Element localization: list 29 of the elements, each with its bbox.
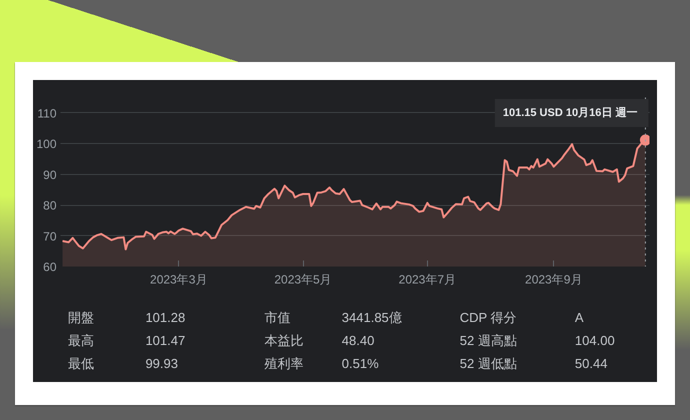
text: 50.44 xyxy=(574,356,608,371)
text: 52 週低點 xyxy=(460,356,517,371)
text: CDP 得分 xyxy=(460,310,517,325)
text: 104.00 xyxy=(574,333,615,348)
text: 48.40 xyxy=(342,333,374,348)
text: 最高 xyxy=(68,333,94,348)
text: 0.51% xyxy=(342,356,380,371)
text: 101.28 xyxy=(145,310,186,325)
text: 52 週高點 xyxy=(460,333,517,348)
annotation: 101.15 USD 10月16日 週一 xyxy=(502,106,638,120)
y-tick-label: 110 xyxy=(37,106,57,120)
y-tick-label: 60 xyxy=(43,260,57,274)
text: A xyxy=(574,310,584,325)
x-tick-label: 2023年9月 xyxy=(525,272,582,286)
text: 市值 xyxy=(264,310,290,325)
x-tick-label: 2023年5月 xyxy=(274,272,332,286)
text: 開盤 xyxy=(68,310,94,325)
text: 101.47 xyxy=(145,333,186,348)
text: 99.93 xyxy=(145,356,178,371)
x-tick-label: 2023年3月 xyxy=(150,272,208,286)
text: 本益比 xyxy=(264,333,304,348)
y-tick-label: 100 xyxy=(36,137,57,152)
text: 最低 xyxy=(68,356,94,371)
y-tick-label: 70 xyxy=(43,229,57,244)
text: 3441.85億 xyxy=(342,310,402,325)
y-tick-label: 90 xyxy=(43,168,57,182)
y-tick-label: 80 xyxy=(43,198,57,213)
x-tick-label: 2023年7月 xyxy=(398,272,456,286)
text: 殖利率 xyxy=(264,356,304,371)
